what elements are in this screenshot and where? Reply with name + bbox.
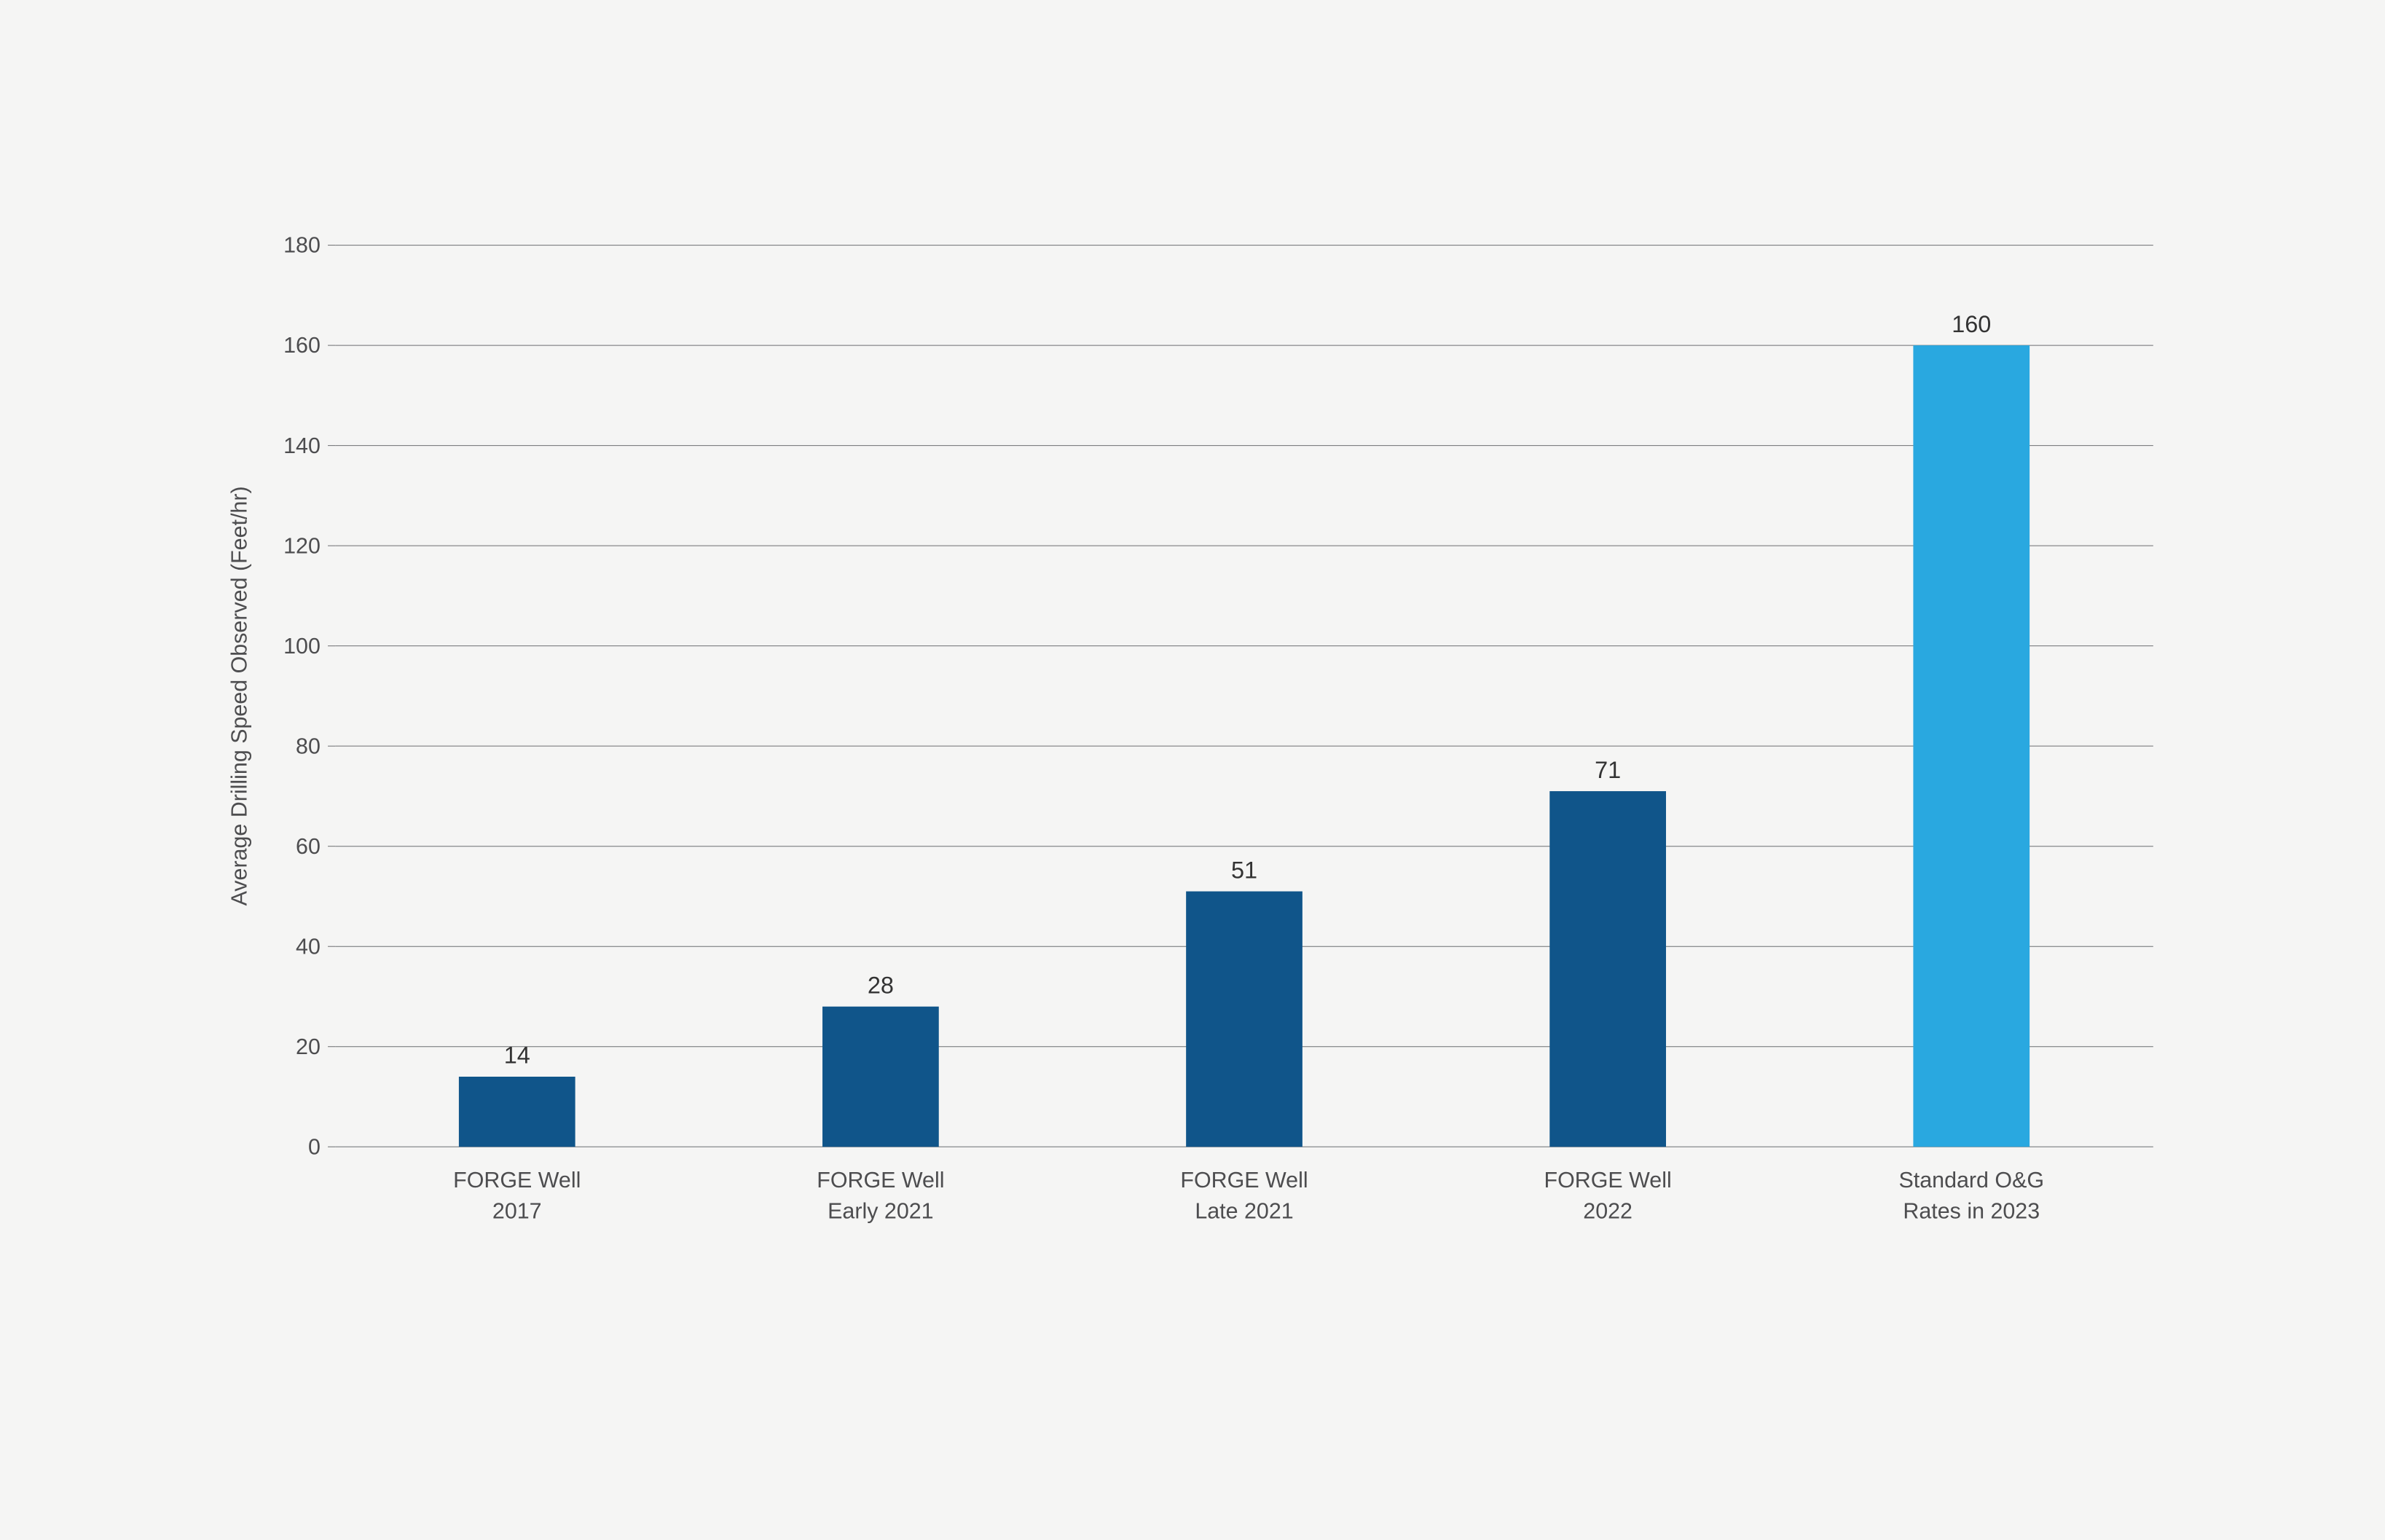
y-axis-label: Average Drilling Speed Observed (Feet/hr… [227,487,251,906]
category-label-1-line-1: Early 2021 [828,1199,933,1224]
category-label-0-line-0: FORGE Well [453,1168,581,1193]
category-label-4-line-0: Standard O&G [1898,1168,2044,1193]
category-label-2-line-0: FORGE Well [1180,1168,1308,1193]
bar-value-1: 28 [868,973,894,999]
bar-4 [1913,345,2030,1147]
category-label-3-line-1: 2022 [1583,1199,1632,1224]
bar-value-0: 14 [504,1042,530,1069]
y-tick-label: 120 [283,533,321,558]
bar-2 [1186,892,1302,1147]
drilling-speed-bar-chart: 0 20 40 60 80 100 120 140 160 180 Average Drilling… [173,216,2212,1324]
y-tick-label: 160 [283,333,321,358]
bar-3 [1549,791,1666,1147]
y-tick-label: 80 [296,734,321,758]
chart-svg: 0 20 40 60 80 100 120 140 160 180 Average Drilling… [173,216,2212,1324]
bar-1 [822,1007,939,1147]
y-tick-label: 140 [283,433,321,458]
y-tick-label: 20 [296,1034,321,1059]
category-label-4-line-1: Rates in 2023 [1903,1199,2040,1224]
category-label-2-line-1: Late 2021 [1195,1199,1293,1224]
y-tick-label: 100 [283,634,321,659]
category-label-3-line-0: FORGE Well [1544,1168,1672,1193]
bar-value-3: 71 [1595,757,1621,783]
bar-0 [459,1077,575,1147]
bar-value-4: 160 [1952,311,1991,337]
y-tick-label: 0 [308,1135,321,1160]
y-tick-label: 60 [296,834,321,859]
bar-value-2: 51 [1231,857,1257,883]
category-label-0-line-1: 2017 [492,1199,542,1224]
y-tick-label: 180 [283,233,321,258]
category-label-1-line-0: FORGE Well [817,1168,944,1193]
y-tick-label: 40 [296,934,321,959]
